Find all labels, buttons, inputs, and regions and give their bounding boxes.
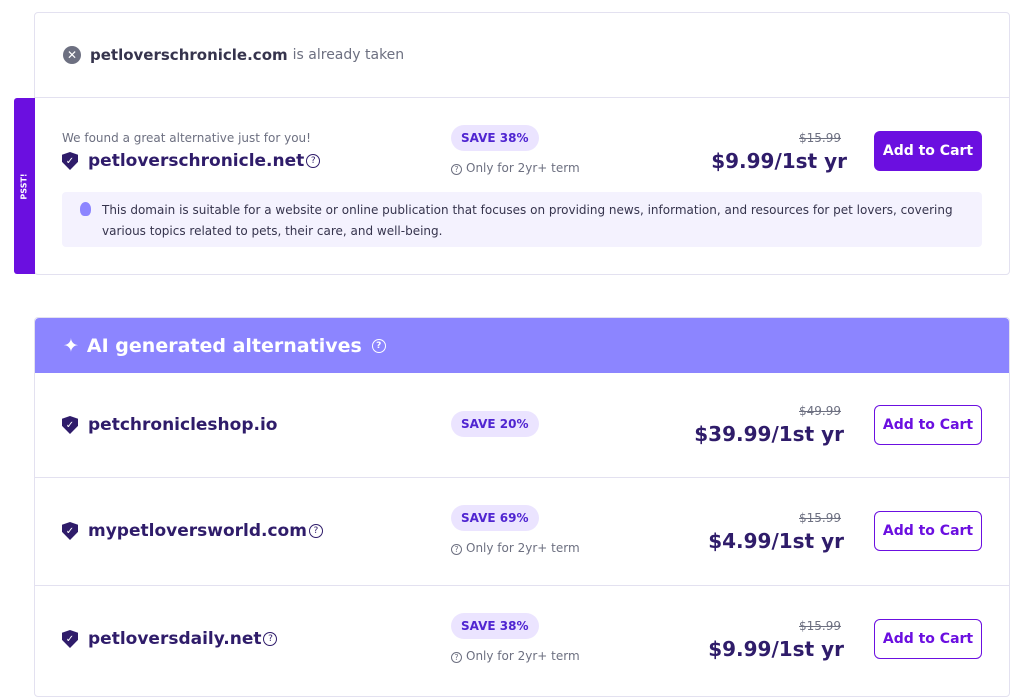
help-icon: ?: [451, 544, 462, 555]
term-note: ? Only for 2yr+ term: [451, 649, 580, 663]
term-note: ? Only for 2yr+ term: [451, 161, 580, 175]
price: $9.99/1st yr: [708, 637, 844, 661]
help-icon[interactable]: ?: [263, 632, 278, 646]
price: $4.99/1st yr: [708, 529, 844, 553]
taken-message: ✕ petloverschronicle.com is already take…: [35, 13, 1009, 98]
shield-check-icon: ✓: [62, 630, 78, 648]
help-icon[interactable]: ?: [306, 154, 321, 168]
description-text: This domain is suitable for a website or…: [102, 203, 953, 238]
price: $9.99/1st yr: [711, 149, 847, 173]
save-badge: SAVE 38%: [451, 613, 539, 639]
add-to-cart-button[interactable]: Add to Cart: [874, 619, 982, 659]
sparkle-icon: ✦: [63, 334, 79, 357]
ai-header: ✦ AI generated alternatives ?: [35, 318, 1009, 373]
add-to-cart-button[interactable]: Add to Cart: [874, 405, 982, 445]
old-price: $15.99: [799, 131, 841, 145]
shield-check-icon: ✓: [62, 416, 78, 434]
help-icon: ?: [451, 652, 462, 663]
lightbulb-icon: [80, 202, 91, 216]
psst-tag: PSST!: [14, 98, 35, 274]
help-icon[interactable]: ?: [308, 524, 323, 538]
shield-check-icon: ✓: [62, 522, 78, 540]
add-to-cart-button[interactable]: Add to Cart: [874, 511, 982, 551]
featured-domain: petloverschronicle.net: [88, 151, 305, 171]
featured-intro: We found a great alternative just for yo…: [62, 131, 311, 145]
domain-description: This domain is suitable for a website or…: [62, 192, 982, 247]
term-text: Only for 2yr+ term: [466, 541, 580, 555]
ai-title: AI generated alternatives: [86, 334, 362, 357]
term-note: ? Only for 2yr+ term: [451, 541, 580, 555]
ai-alternatives-card: ✦ AI generated alternatives ? ✓ petchron…: [34, 317, 1010, 697]
taken-suffix: is already taken: [292, 47, 405, 63]
price: $39.99/1st yr: [694, 422, 844, 446]
term-text: Only for 2yr+ term: [466, 649, 580, 663]
save-badge: SAVE 69%: [451, 505, 539, 531]
domain-taken-card: ✕ petloverschronicle.com is already take…: [34, 12, 1010, 275]
term-text: Only for 2yr+ term: [466, 161, 580, 175]
save-badge: SAVE 20%: [451, 411, 539, 437]
old-price: $49.99: [799, 404, 841, 418]
psst-label: PSST!: [20, 172, 30, 200]
help-icon: ?: [451, 164, 462, 175]
add-to-cart-button[interactable]: Add to Cart: [874, 131, 982, 171]
divider: [35, 585, 1009, 586]
help-icon[interactable]: ?: [371, 338, 386, 353]
shield-check-icon: ✓: [62, 152, 78, 170]
domain-name: mypetloversworld.com: [88, 521, 307, 541]
taken-domain: petloverschronicle.com: [90, 46, 288, 64]
domain-name: petloversdaily.net: [88, 629, 262, 649]
old-price: $15.99: [799, 619, 841, 633]
divider: [35, 477, 1009, 478]
domain-name: petchronicleshop.io: [88, 415, 278, 435]
x-circle-icon: ✕: [63, 46, 81, 64]
save-badge: SAVE 38%: [451, 125, 539, 151]
old-price: $15.99: [799, 511, 841, 525]
